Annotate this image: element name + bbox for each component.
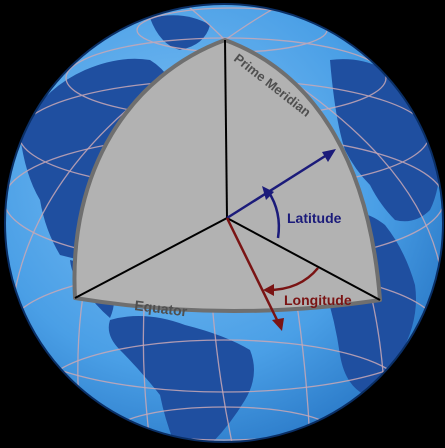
latitude-arc-arrowhead	[262, 186, 274, 200]
wedge-axes	[74, 39, 381, 301]
equator-label: Equator	[134, 297, 189, 319]
longitude-arc-arrowhead	[263, 284, 274, 296]
south-america	[108, 316, 254, 442]
latitude-vector-arrowhead	[322, 149, 336, 162]
globe-rim	[4, 3, 444, 443]
equator-axis-right	[226, 217, 381, 301]
latitude-vector-line	[226, 151, 331, 220]
equator-axis-left	[74, 217, 228, 299]
longitude-vector-arrowhead	[272, 318, 284, 331]
longitude-label: Longitude	[284, 292, 352, 308]
longitude-vector-line	[225, 217, 282, 327]
polar-axis-line	[224, 39, 228, 219]
latitude-label: Latitude	[287, 210, 342, 226]
